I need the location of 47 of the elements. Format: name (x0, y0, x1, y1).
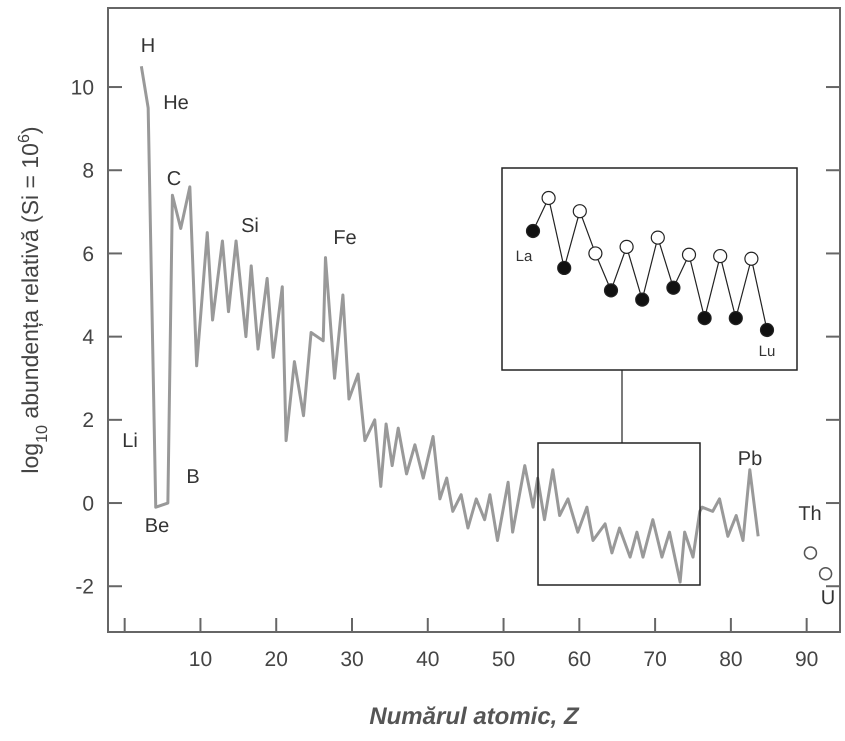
point (760, 322, 774, 338)
annotation: Pb (738, 448, 762, 470)
point (635, 292, 650, 307)
y-tick-label: 10 (70, 76, 94, 100)
annotation: La (516, 248, 533, 265)
x-tick-label: 10 (188, 648, 212, 671)
annotation: Si (241, 215, 259, 237)
x-tick-label: 30 (340, 648, 364, 671)
annotation: U (820, 587, 836, 609)
annotation: H (140, 35, 156, 57)
point (698, 311, 712, 326)
point (713, 248, 728, 264)
x-tick-label: 60 (568, 648, 592, 671)
point (604, 283, 618, 298)
x-tick-label: 90 (794, 648, 818, 671)
x-tick-label: 80 (719, 648, 743, 671)
x-tick-label: 50 (492, 648, 516, 671)
x-tick-label: 20 (264, 648, 288, 671)
y-tick-label: 4 (82, 326, 94, 349)
x-axis-title: Numărul atomic, Z (369, 703, 580, 730)
annotation: Be (144, 515, 170, 537)
annotation: Li (122, 430, 138, 452)
x-tick-label: 40 (416, 648, 440, 671)
annotation: Fe (333, 227, 357, 249)
point (588, 246, 602, 261)
y-tick-label: 2 (82, 409, 94, 432)
point (557, 260, 572, 276)
x-tick-label: 70 (643, 648, 667, 671)
point (526, 224, 540, 238)
y-tick-label: 0 (82, 492, 94, 516)
annotation: C (166, 168, 182, 190)
point (744, 252, 758, 266)
annotation: Lu (758, 343, 776, 360)
point (542, 190, 556, 206)
y-tick-label: 8 (82, 160, 94, 183)
annotation: Th (798, 503, 822, 525)
point (728, 311, 743, 326)
point (666, 280, 680, 295)
line-series (140, 64, 760, 584)
point (572, 204, 587, 218)
point (682, 248, 696, 262)
point (620, 240, 634, 254)
y-tick-label: 6 (82, 242, 94, 266)
point (650, 230, 665, 245)
y-tick-label: -2 (75, 576, 94, 599)
annotation: He (163, 92, 189, 114)
annotation: B (186, 466, 200, 488)
